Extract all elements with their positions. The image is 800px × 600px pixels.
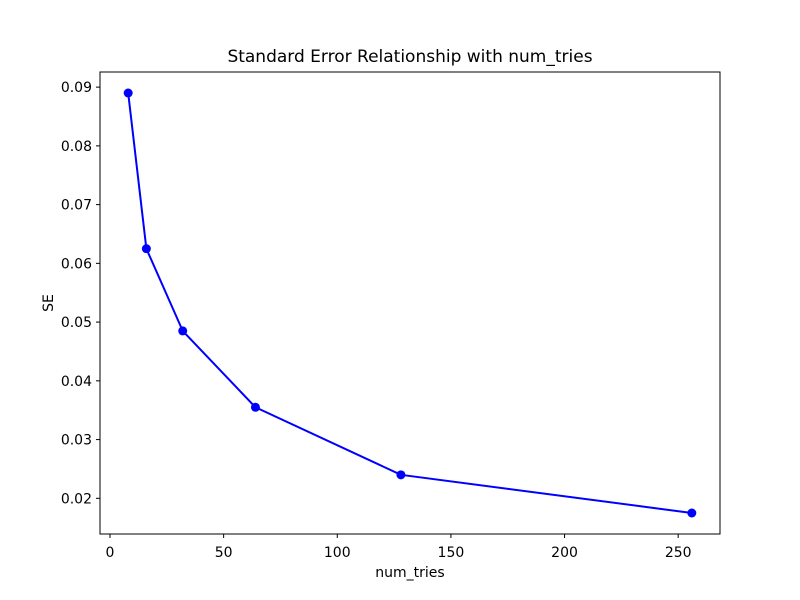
data-point	[178, 326, 188, 336]
x-tick-label: 100	[324, 545, 351, 561]
x-axis-label: num_tries	[375, 565, 444, 581]
x-tick-label: 150	[438, 545, 465, 561]
y-tick-label: 0.02	[61, 491, 92, 507]
data-point	[141, 244, 151, 254]
y-tick-label: 0.09	[61, 80, 92, 96]
data-point	[123, 88, 133, 98]
data-point	[396, 470, 406, 480]
data-point	[250, 402, 260, 412]
axes-frame	[99, 71, 721, 535]
x-tick-label: 50	[215, 545, 233, 561]
y-tick-label: 0.06	[61, 256, 92, 272]
y-tick-label: 0.03	[61, 433, 92, 449]
data-point	[687, 508, 697, 518]
y-tick-label: 0.04	[61, 374, 92, 390]
y-tick-label: 0.08	[61, 139, 92, 155]
chart-title: Standard Error Relationship with num_tri…	[227, 47, 592, 67]
x-tick-label: 250	[665, 545, 692, 561]
data-series	[123, 88, 697, 518]
x-tick-label: 0	[106, 545, 115, 561]
y-tick-label: 0.07	[61, 198, 92, 214]
x-tick-label: 200	[551, 545, 578, 561]
series-line	[127, 92, 692, 514]
y-tick-label: 0.05	[61, 315, 92, 331]
axis-ticks: 0 50 100 150 200 250 0.02 0.03 0.04 0.05 0.06 0.07 0…	[61, 80, 692, 561]
y-axis-label: SE	[41, 294, 57, 312]
